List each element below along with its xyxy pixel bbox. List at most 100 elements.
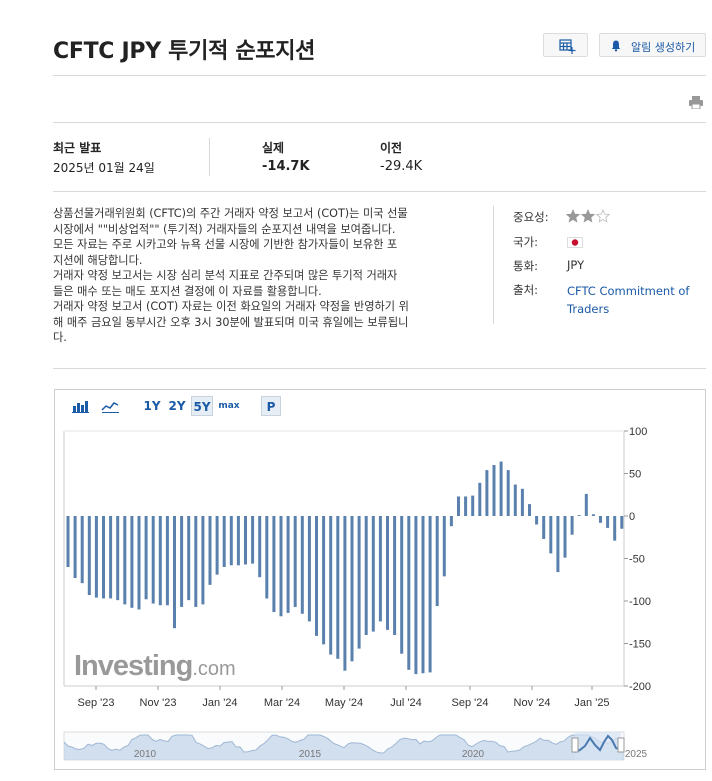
data-bar[interactable] <box>222 516 226 567</box>
data-bar[interactable] <box>109 516 113 599</box>
data-bar[interactable] <box>535 516 539 525</box>
data-bar[interactable] <box>506 470 510 516</box>
data-bar[interactable] <box>187 516 191 601</box>
data-bar[interactable] <box>251 516 255 564</box>
data-bar[interactable] <box>229 516 233 566</box>
data-bar[interactable] <box>520 488 524 516</box>
data-bar[interactable] <box>492 465 496 516</box>
data-bar[interactable] <box>549 516 553 554</box>
data-bar[interactable] <box>165 516 169 606</box>
data-bar[interactable] <box>407 516 411 670</box>
star-filled-icon <box>580 208 596 223</box>
data-bar[interactable] <box>485 470 489 516</box>
data-bar[interactable] <box>464 496 468 516</box>
data-bar[interactable] <box>265 516 269 599</box>
data-bar[interactable] <box>563 516 567 558</box>
data-bar[interactable] <box>208 516 212 585</box>
page-title: CFTC JPY 투기적 순포지션 <box>53 39 316 64</box>
data-bar[interactable] <box>620 516 624 529</box>
previous-value: -29.4K <box>380 159 423 174</box>
data-bar[interactable] <box>144 516 148 600</box>
data-bar[interactable] <box>300 516 304 614</box>
data-bar[interactable] <box>556 516 560 573</box>
data-bar[interactable] <box>421 516 425 674</box>
data-bar[interactable] <box>258 516 262 578</box>
data-bar[interactable] <box>293 516 297 607</box>
add-to-calendar-button[interactable] <box>543 33 588 57</box>
y-tick-label: -50 <box>629 554 645 566</box>
data-bar[interactable] <box>364 516 368 635</box>
data-bar[interactable] <box>73 516 77 579</box>
data-bar[interactable] <box>116 516 120 601</box>
data-bar[interactable] <box>279 516 283 617</box>
data-bar[interactable] <box>336 516 340 659</box>
data-bar[interactable] <box>542 516 546 539</box>
data-bar[interactable] <box>386 516 389 630</box>
navigator-year-label: 2010 <box>134 749 157 760</box>
data-bar[interactable] <box>87 516 91 596</box>
data-bar[interactable] <box>613 516 617 541</box>
data-bar[interactable] <box>180 516 184 607</box>
data-bar[interactable] <box>584 493 588 516</box>
data-bar[interactable] <box>315 516 318 636</box>
print-icon[interactable] <box>688 96 704 114</box>
source-link[interactable]: CFTC Commitment of Traders <box>567 284 690 316</box>
data-bar[interactable] <box>286 516 290 613</box>
data-bar[interactable] <box>66 516 70 567</box>
data-bar[interactable] <box>272 516 276 613</box>
data-bar[interactable] <box>428 516 432 673</box>
data-bar[interactable] <box>478 482 482 516</box>
data-bar[interactable] <box>80 516 84 584</box>
navigator-left-handle[interactable] <box>571 737 579 753</box>
data-bar[interactable] <box>528 504 531 516</box>
range-1y-button[interactable]: 1Y <box>143 399 161 413</box>
p-button[interactable]: P <box>261 396 281 416</box>
data-bar[interactable] <box>158 516 162 606</box>
navigator-right-handle[interactable] <box>617 737 625 753</box>
range-2y-button[interactable]: 2Y <box>168 399 186 413</box>
data-bar[interactable] <box>471 495 475 516</box>
data-bar[interactable] <box>244 516 247 565</box>
data-bar[interactable] <box>236 516 240 566</box>
data-bar[interactable] <box>137 516 141 610</box>
data-bar[interactable] <box>307 516 311 622</box>
range-max-button[interactable]: max <box>218 401 240 411</box>
data-bar[interactable] <box>201 516 205 605</box>
data-bar[interactable] <box>393 516 397 635</box>
data-bar[interactable] <box>350 516 354 662</box>
data-bar[interactable] <box>442 516 446 577</box>
data-bar[interactable] <box>329 516 333 655</box>
data-bar[interactable] <box>606 516 610 528</box>
data-bar[interactable] <box>215 516 219 575</box>
data-bar[interactable] <box>378 516 382 622</box>
data-bar[interactable] <box>457 496 460 516</box>
importance-stars <box>565 208 612 228</box>
navigator-selection[interactable] <box>575 732 621 760</box>
bar-chart-button[interactable] <box>67 396 93 416</box>
data-bar[interactable] <box>449 516 453 527</box>
data-bar[interactable] <box>343 516 347 671</box>
data-bar[interactable] <box>371 516 375 632</box>
data-bar[interactable] <box>194 516 198 607</box>
data-bar[interactable] <box>322 516 326 645</box>
data-bar[interactable] <box>435 516 439 607</box>
create-alert-button[interactable]: 알림 생성하기 <box>599 33 706 57</box>
data-bar[interactable] <box>414 516 418 675</box>
data-bar[interactable] <box>400 516 404 654</box>
data-bar[interactable] <box>102 516 105 599</box>
data-bar[interactable] <box>577 515 581 516</box>
data-bar[interactable] <box>499 461 503 516</box>
data-bar[interactable] <box>513 484 517 516</box>
data-bar[interactable] <box>151 516 155 604</box>
data-bar[interactable] <box>591 514 595 516</box>
data-bar[interactable] <box>599 516 602 523</box>
data-bar[interactable] <box>357 516 361 649</box>
data-bar[interactable] <box>173 516 176 629</box>
range-5y-button[interactable]: 5Y <box>191 396 213 416</box>
star-filled-icon <box>565 208 581 223</box>
data-bar[interactable] <box>123 516 127 605</box>
data-bar[interactable] <box>570 516 574 535</box>
line-chart-button[interactable] <box>97 396 123 416</box>
data-bar[interactable] <box>94 516 98 598</box>
data-bar[interactable] <box>130 516 134 608</box>
